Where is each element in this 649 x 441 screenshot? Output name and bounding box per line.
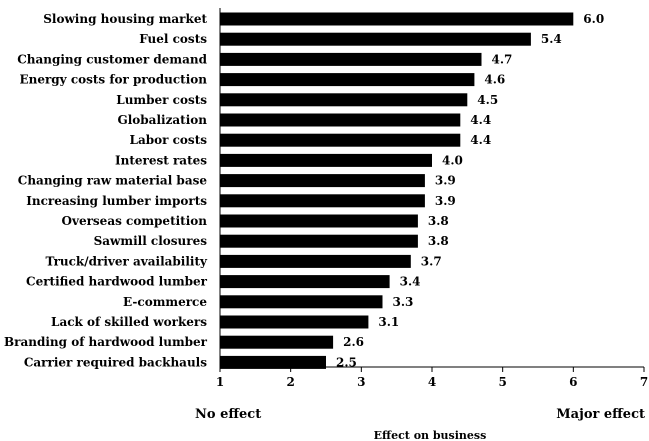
x-tick-label: 4 (428, 375, 436, 389)
bars-group (220, 12, 574, 369)
bar (220, 315, 369, 329)
category-label: Lack of skilled workers (51, 315, 207, 329)
value-label: 2.6 (343, 335, 364, 349)
category-label: Branding of hardwood lumber (4, 335, 208, 349)
bar (220, 174, 425, 188)
bar (220, 113, 461, 127)
category-label: Increasing lumber imports (26, 194, 207, 208)
x-tick-label: 5 (498, 375, 506, 389)
bar (220, 32, 531, 46)
category-labels: Slowing housing market Fuel costs Changing… (4, 12, 208, 369)
value-label: 3.1 (378, 315, 399, 329)
category-label: Interest rates (115, 153, 207, 167)
bar (220, 153, 432, 167)
value-label: 3.8 (428, 234, 449, 248)
category-label: Sawmill closures (94, 234, 208, 248)
category-label: Fuel costs (139, 32, 207, 46)
x-tick-label: 3 (357, 375, 365, 389)
category-label: Truck/driver availability (46, 254, 209, 268)
value-label: 3.3 (393, 295, 414, 309)
value-label: 4.5 (477, 93, 498, 107)
category-label: Overseas competition (62, 214, 208, 228)
value-label: 3.9 (435, 174, 456, 188)
x-axis-right-end-label: Major effect (556, 407, 645, 422)
x-tick-label: 2 (286, 375, 294, 389)
bar (220, 275, 390, 289)
bar (220, 335, 334, 349)
value-label: 3.9 (435, 194, 456, 208)
value-label: 2.5 (336, 355, 357, 369)
bar (220, 254, 411, 268)
category-label: E-commerce (123, 295, 207, 309)
bar (220, 194, 425, 208)
bar (220, 355, 326, 369)
x-tick-label: 6 (569, 375, 577, 389)
category-label: Labor costs (130, 133, 208, 147)
bar (220, 73, 475, 87)
value-label: 4.4 (470, 113, 491, 127)
value-label: 6.0 (583, 12, 604, 26)
category-label: Changing customer demand (17, 52, 207, 66)
bar (220, 133, 461, 147)
bar (220, 234, 418, 248)
bar (220, 214, 418, 228)
category-label: Carrier required backhauls (24, 355, 207, 369)
value-labels: 6.05.44.74.64.54.44.44.03.93.93.83.83.73… (336, 12, 604, 369)
value-label: 3.7 (421, 254, 442, 268)
value-label: 4.7 (492, 52, 513, 66)
x-axis: 1 2 3 4 5 6 7 (216, 8, 648, 389)
category-label: Energy costs for production (19, 73, 207, 87)
bar (220, 52, 482, 66)
x-tick-label: 7 (640, 375, 648, 389)
value-label: 5.4 (541, 32, 562, 46)
category-label: Globalization (117, 113, 207, 127)
value-label: 4.4 (470, 133, 491, 147)
category-label: Slowing housing market (43, 12, 207, 26)
bar (220, 93, 468, 107)
category-label: Certified hardwood lumber (26, 275, 208, 289)
category-label: Lumber costs (116, 93, 207, 107)
category-label: Changing raw material base (18, 174, 208, 188)
bar (220, 295, 383, 309)
x-tick-label: 1 (216, 375, 224, 389)
x-axis-left-end-label: No effect (195, 407, 261, 422)
x-axis-title: Effect on business (374, 429, 487, 441)
bar (220, 12, 574, 26)
value-label: 3.8 (428, 214, 449, 228)
value-label: 4.6 (484, 73, 505, 87)
value-label: 4.0 (442, 153, 463, 167)
value-label: 3.4 (400, 275, 421, 289)
